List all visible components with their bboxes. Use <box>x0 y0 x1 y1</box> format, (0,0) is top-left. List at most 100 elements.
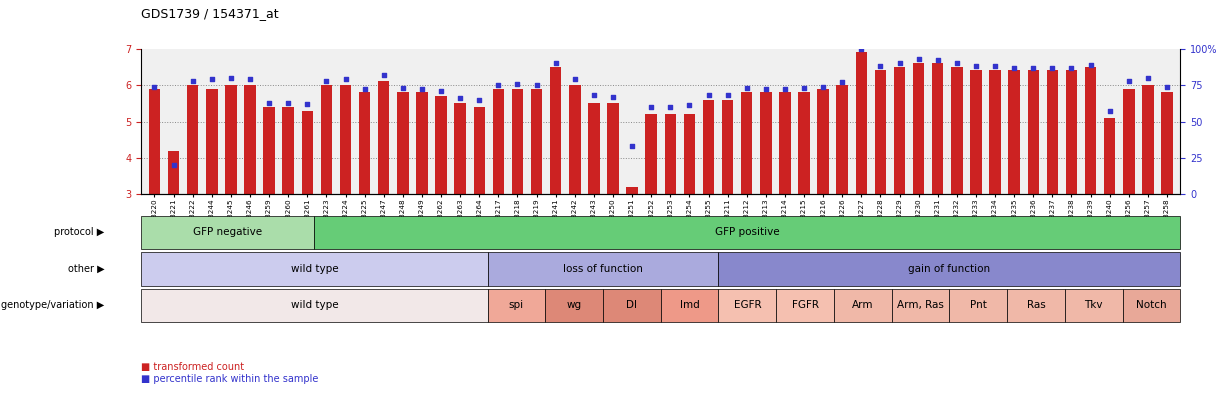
Bar <box>1027 70 1039 194</box>
Text: EGFR: EGFR <box>734 301 761 310</box>
Point <box>928 57 947 64</box>
Text: wg: wg <box>567 301 582 310</box>
Point <box>508 80 528 87</box>
Bar <box>474 107 485 194</box>
Point <box>622 143 642 149</box>
Point <box>756 86 775 93</box>
Point <box>297 101 317 107</box>
Point <box>604 94 623 100</box>
Point <box>718 92 737 98</box>
Point <box>355 86 374 93</box>
Bar <box>512 89 523 194</box>
Text: spi: spi <box>509 301 524 310</box>
Bar <box>913 63 924 194</box>
Bar <box>282 107 294 194</box>
Bar <box>1047 70 1058 194</box>
Point <box>775 86 795 93</box>
Point <box>183 77 202 84</box>
Point <box>450 95 470 101</box>
Bar <box>340 85 351 194</box>
Bar <box>1066 70 1077 194</box>
Text: gain of function: gain of function <box>908 264 990 274</box>
Point <box>890 60 909 66</box>
Point <box>374 72 394 78</box>
Point <box>1043 64 1063 71</box>
Bar <box>741 92 752 194</box>
Text: FGFR: FGFR <box>791 301 818 310</box>
Bar <box>760 92 772 194</box>
Bar <box>588 103 600 194</box>
Bar <box>454 103 466 194</box>
Text: Notch: Notch <box>1136 301 1167 310</box>
Bar <box>626 187 638 194</box>
Text: Ras: Ras <box>1027 301 1045 310</box>
Point <box>393 85 412 91</box>
Point <box>259 99 279 106</box>
Bar <box>320 85 333 194</box>
Bar <box>436 96 447 194</box>
Point <box>680 102 699 109</box>
Bar <box>1161 92 1173 194</box>
Bar <box>302 111 313 194</box>
Text: GFP negative: GFP negative <box>193 228 263 237</box>
Bar <box>492 89 504 194</box>
Point <box>985 63 1005 69</box>
Bar <box>703 100 714 194</box>
Point <box>832 79 852 85</box>
Bar <box>264 107 275 194</box>
Point <box>470 96 490 103</box>
Point <box>698 92 718 98</box>
Bar <box>398 92 409 194</box>
Text: wild type: wild type <box>291 264 339 274</box>
Bar <box>837 85 848 194</box>
Point <box>814 83 833 90</box>
Text: GDS1739 / 154371_at: GDS1739 / 154371_at <box>141 7 279 20</box>
Bar <box>893 67 906 194</box>
Bar <box>1009 70 1020 194</box>
Bar <box>569 85 580 194</box>
Point <box>202 76 222 83</box>
Point <box>240 76 260 83</box>
Bar <box>779 92 790 194</box>
Bar <box>665 114 676 194</box>
Bar <box>550 67 562 194</box>
Text: Imd: Imd <box>680 301 699 310</box>
Text: wild type: wild type <box>291 301 339 310</box>
Bar <box>378 81 389 194</box>
Text: ■ percentile rank within the sample: ■ percentile rank within the sample <box>141 374 319 384</box>
Point <box>336 76 356 83</box>
Bar <box>855 52 867 194</box>
Text: loss of function: loss of function <box>563 264 643 274</box>
Text: genotype/variation ▶: genotype/variation ▶ <box>1 301 104 310</box>
Point <box>966 63 985 69</box>
Point <box>1139 75 1158 81</box>
Point <box>871 63 891 69</box>
Text: other ▶: other ▶ <box>67 264 104 274</box>
Bar <box>226 85 237 194</box>
Point <box>1023 64 1043 71</box>
Bar <box>531 89 542 194</box>
Point <box>909 55 929 62</box>
Point <box>488 82 508 88</box>
Point <box>546 60 566 66</box>
Text: ■ transformed count: ■ transformed count <box>141 362 244 371</box>
Point <box>737 85 757 91</box>
Point <box>431 87 450 94</box>
Text: Tkv: Tkv <box>1085 301 1103 310</box>
Bar <box>1142 85 1153 194</box>
Point <box>1081 62 1101 68</box>
Point <box>1119 77 1139 84</box>
Point <box>163 162 183 168</box>
Bar <box>148 89 161 194</box>
Bar <box>645 114 656 194</box>
Text: Pnt: Pnt <box>969 301 987 310</box>
Bar <box>933 63 944 194</box>
Point <box>1099 108 1119 115</box>
Bar <box>244 85 255 194</box>
Bar <box>358 92 371 194</box>
Text: protocol ▶: protocol ▶ <box>54 228 104 237</box>
Bar <box>1085 67 1096 194</box>
Bar <box>1123 89 1135 194</box>
Bar <box>817 89 829 194</box>
Point <box>412 86 432 93</box>
